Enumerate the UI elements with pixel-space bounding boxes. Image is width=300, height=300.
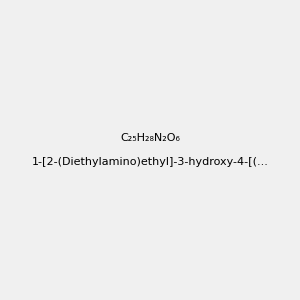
Text: C₂₅H₂₈N₂O₆

1-[2-(Diethylamino)ethyl]-3-hydroxy-4-[(...: C₂₅H₂₈N₂O₆ 1-[2-(Diethylamino)ethyl]-3-h… (32, 134, 268, 166)
